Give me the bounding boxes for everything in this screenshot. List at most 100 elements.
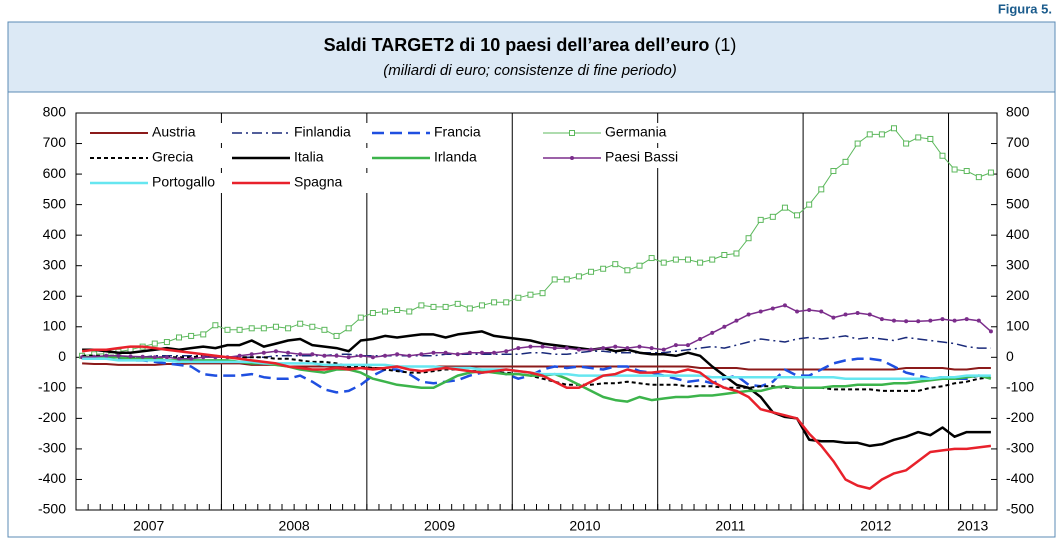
marker [152, 355, 157, 360]
x-tick-label: 2012 [860, 518, 891, 534]
x-tick-label: 2010 [569, 518, 600, 534]
y-tick-label: 100 [43, 317, 67, 333]
marker [939, 152, 946, 159]
x-tick-label: 2008 [279, 518, 310, 534]
legend-label: Italia [294, 149, 324, 165]
marker [430, 303, 437, 310]
legend-label: Spagna [294, 174, 342, 190]
y2-tick-label: 600 [1006, 165, 1030, 181]
marker [757, 216, 764, 223]
series-line [82, 330, 991, 448]
marker [710, 330, 715, 335]
marker [782, 303, 787, 308]
marker [285, 325, 292, 332]
title-note: (1) [714, 35, 736, 55]
legend-bg [88, 123, 228, 143]
marker [734, 318, 739, 323]
title-main: Saldi TARGET2 di 10 paesi dell’area dell… [324, 35, 710, 55]
marker [843, 312, 848, 317]
marker [442, 303, 449, 310]
y2-tick-label: -100 [1006, 379, 1034, 395]
marker [903, 140, 910, 147]
marker [830, 168, 837, 175]
marker [575, 273, 582, 280]
marker [224, 326, 231, 333]
marker [431, 350, 436, 355]
marker [236, 326, 243, 333]
marker [588, 268, 595, 275]
y-tick-label: 300 [43, 256, 67, 272]
marker [272, 323, 279, 330]
series-line [82, 362, 991, 371]
marker [504, 349, 509, 354]
y2-tick-label: 100 [1006, 317, 1030, 333]
marker [685, 343, 690, 348]
marker [794, 212, 801, 219]
marker [261, 350, 266, 355]
marker [528, 344, 533, 349]
marker [709, 256, 716, 263]
marker [601, 346, 606, 351]
marker [551, 276, 558, 283]
marker [758, 309, 763, 314]
y2-tick-label: 500 [1006, 195, 1030, 211]
title-box [7, 21, 1056, 93]
marker [539, 290, 546, 297]
marker [746, 312, 751, 317]
marker [975, 174, 982, 181]
marker [684, 256, 691, 263]
marker [564, 346, 569, 351]
marker [878, 131, 885, 138]
marker [478, 302, 485, 309]
marker [189, 356, 194, 361]
marker [333, 332, 340, 339]
marker [201, 355, 206, 360]
marker [988, 329, 993, 334]
marker [357, 314, 364, 321]
marker [455, 352, 460, 357]
marker [963, 168, 970, 175]
marker [855, 311, 860, 316]
series-line [82, 354, 992, 392]
y2-tick-label: 400 [1006, 226, 1030, 242]
marker [176, 334, 183, 341]
legend-label: Finlandia [294, 124, 351, 140]
marker [698, 336, 703, 341]
marker [443, 350, 448, 355]
y2-tick-label: -500 [1006, 501, 1034, 517]
marker [382, 308, 389, 315]
legend-bg [230, 148, 370, 168]
marker [648, 255, 655, 262]
y2-tick-label: 700 [1006, 134, 1030, 150]
chart-title: Saldi TARGET2 di 10 paesi dell’area dell… [324, 35, 737, 55]
marker [915, 134, 922, 141]
marker [649, 346, 654, 351]
legend-label: Paesi Bassi [605, 149, 678, 165]
marker [515, 294, 522, 301]
marker [660, 259, 667, 266]
marker [334, 353, 339, 358]
marker [697, 259, 704, 266]
marker [394, 306, 401, 313]
legend-bg [230, 173, 370, 193]
marker [818, 186, 825, 193]
marker [322, 353, 327, 358]
marker [358, 353, 363, 358]
marker [395, 352, 400, 357]
marker [745, 235, 752, 242]
marker [140, 354, 145, 359]
series-line [81, 345, 992, 490]
marker [636, 262, 643, 269]
marker [297, 320, 304, 327]
marker [964, 317, 969, 322]
legend-bg [88, 173, 228, 193]
marker [466, 305, 473, 312]
marker [248, 325, 255, 332]
chart-subtitle: (miliardi di euro; consistenze di fine p… [383, 62, 676, 79]
marker [987, 169, 994, 176]
y2-tick-label: 200 [1006, 287, 1030, 303]
marker [286, 350, 291, 355]
marker [721, 252, 728, 259]
marker [369, 310, 376, 317]
marker [807, 307, 812, 312]
